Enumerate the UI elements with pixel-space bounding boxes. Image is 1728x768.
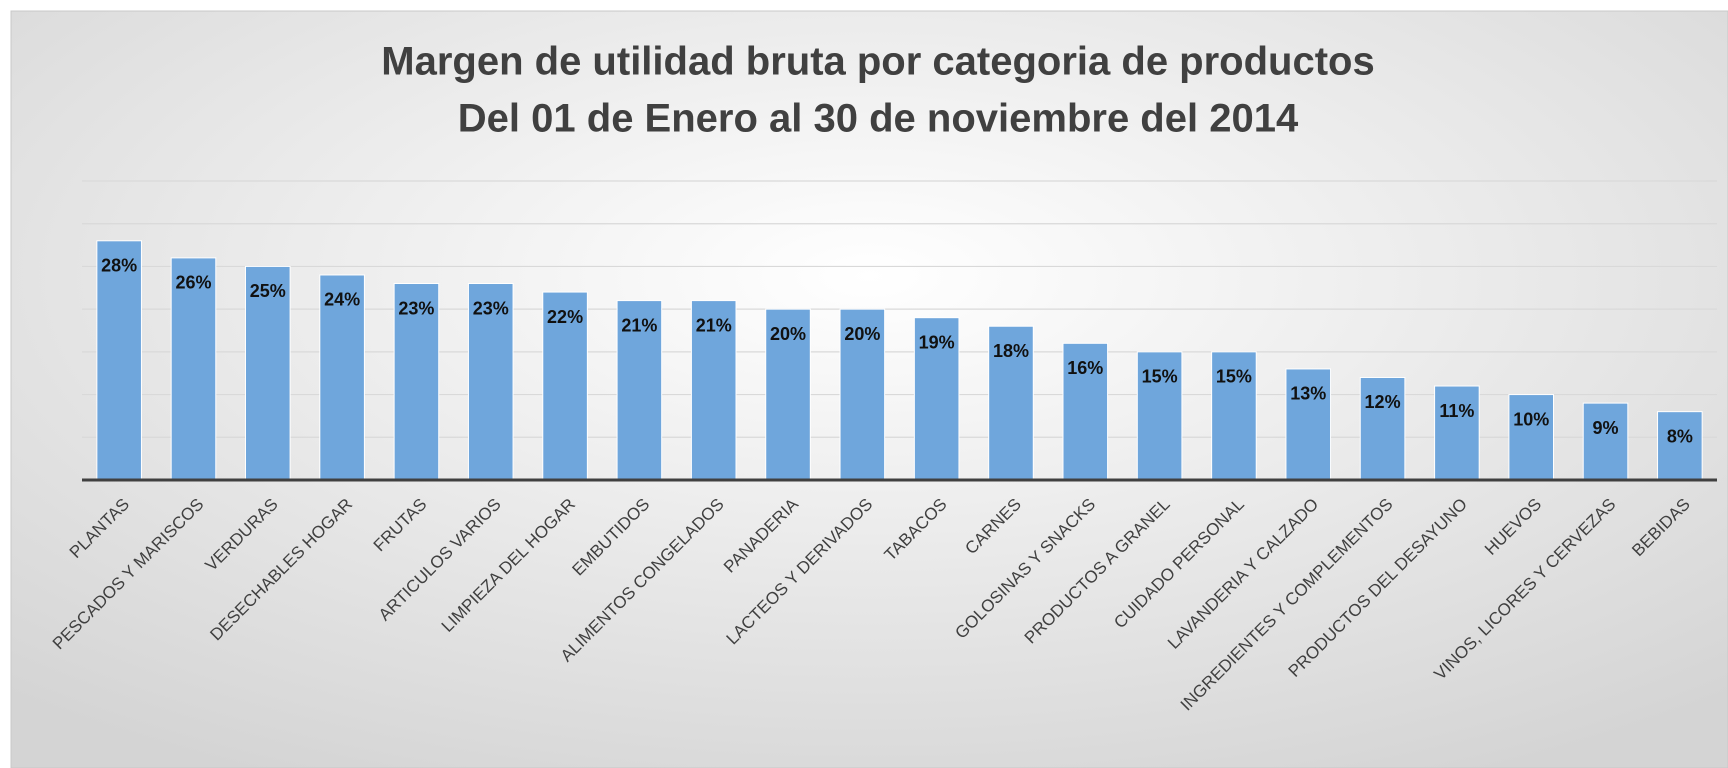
data-label: 20% <box>770 324 806 344</box>
bar <box>1359 376 1406 481</box>
bar <box>765 308 811 481</box>
data-label: 25% <box>250 281 286 301</box>
data-label: 23% <box>473 298 509 318</box>
data-label: 8% <box>1667 426 1693 446</box>
data-label: 20% <box>844 324 880 344</box>
bar <box>170 257 217 481</box>
data-label: 9% <box>1593 418 1619 438</box>
chart-title: Margen de utilidad bruta por categoria d… <box>381 40 1374 84</box>
bar <box>1062 342 1109 481</box>
bar <box>1136 351 1183 481</box>
bar <box>1285 368 1332 481</box>
bar <box>1657 411 1703 481</box>
data-label: 28% <box>101 256 137 276</box>
data-label: 23% <box>398 298 434 318</box>
data-label: 26% <box>175 273 211 293</box>
chart-subtitle: Del 01 de Enero al 30 de noviembre del 2… <box>458 97 1299 141</box>
bar <box>988 325 1034 481</box>
data-label: 21% <box>696 315 732 335</box>
data-label: 21% <box>621 315 657 335</box>
data-label: 15% <box>1216 367 1252 387</box>
data-label: 16% <box>1067 358 1103 378</box>
bar <box>1582 402 1629 481</box>
bar <box>1211 351 1257 481</box>
data-label: 11% <box>1439 401 1474 421</box>
bar <box>616 300 663 481</box>
bar <box>96 240 142 481</box>
data-label: 24% <box>324 290 360 310</box>
bar <box>839 308 886 481</box>
bar <box>542 291 588 481</box>
data-label: 15% <box>1142 367 1178 387</box>
data-label: 19% <box>919 332 955 352</box>
data-label: 18% <box>993 341 1029 361</box>
bar <box>1508 394 1554 481</box>
data-label: 13% <box>1290 384 1326 404</box>
bar <box>913 317 960 481</box>
data-label: 22% <box>547 307 583 327</box>
data-label: 12% <box>1365 392 1401 412</box>
data-label: 10% <box>1513 409 1549 429</box>
bar <box>467 283 514 481</box>
